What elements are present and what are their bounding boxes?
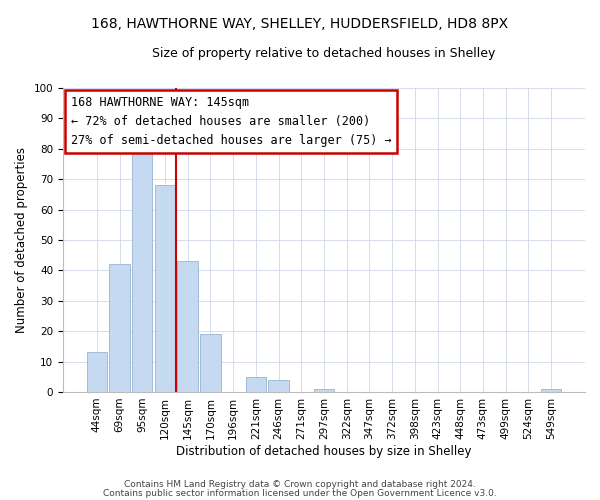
X-axis label: Distribution of detached houses by size in Shelley: Distribution of detached houses by size …: [176, 444, 472, 458]
Bar: [314, 389, 334, 392]
Bar: [155, 186, 175, 392]
Bar: [245, 377, 266, 392]
Title: Size of property relative to detached houses in Shelley: Size of property relative to detached ho…: [152, 48, 496, 60]
Text: 168, HAWTHORNE WAY, SHELLEY, HUDDERSFIELD, HD8 8PX: 168, HAWTHORNE WAY, SHELLEY, HUDDERSFIEL…: [91, 18, 509, 32]
Bar: [200, 334, 221, 392]
Text: Contains HM Land Registry data © Crown copyright and database right 2024.: Contains HM Land Registry data © Crown c…: [124, 480, 476, 489]
Bar: [178, 262, 198, 392]
Bar: [268, 380, 289, 392]
Bar: [132, 146, 152, 392]
Text: Contains public sector information licensed under the Open Government Licence v3: Contains public sector information licen…: [103, 490, 497, 498]
Bar: [541, 389, 561, 392]
Bar: [86, 352, 107, 392]
Y-axis label: Number of detached properties: Number of detached properties: [15, 147, 28, 333]
Bar: [109, 264, 130, 392]
Text: 168 HAWTHORNE WAY: 145sqm
← 72% of detached houses are smaller (200)
27% of semi: 168 HAWTHORNE WAY: 145sqm ← 72% of detac…: [71, 96, 391, 146]
